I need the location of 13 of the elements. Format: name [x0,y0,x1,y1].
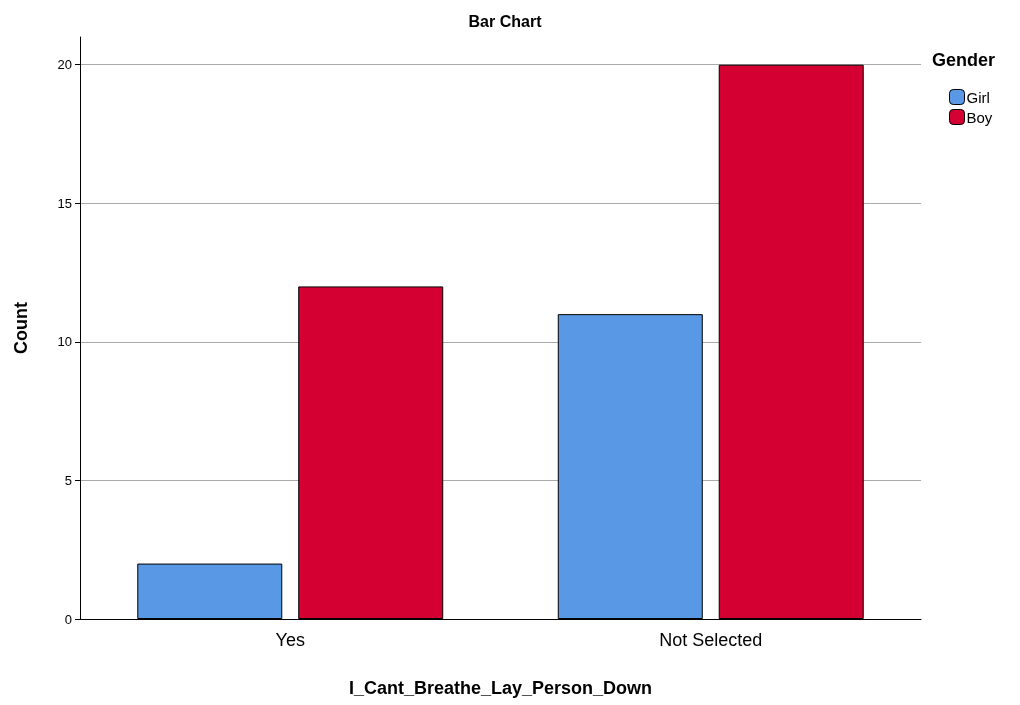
y-tick-label: 10 [57,334,72,350]
legend-title: Gender [932,50,996,70]
y-tick-label: 20 [57,57,72,73]
y-tick-label: 0 [64,611,72,627]
y-tick-label: 15 [57,195,72,211]
chart-title: Bar Chart [468,12,543,30]
legend-label: Girl [966,88,990,106]
x-tick-label: Yes [275,630,305,650]
legend-label: Boy [966,108,993,126]
x-axis-title: I_Cant_Breathe_Lay_Person_Down [348,678,653,698]
x-tick-label: Not Selected [659,630,763,650]
y-axis-title: Count [11,302,31,354]
y-tick-label: 5 [64,472,72,488]
